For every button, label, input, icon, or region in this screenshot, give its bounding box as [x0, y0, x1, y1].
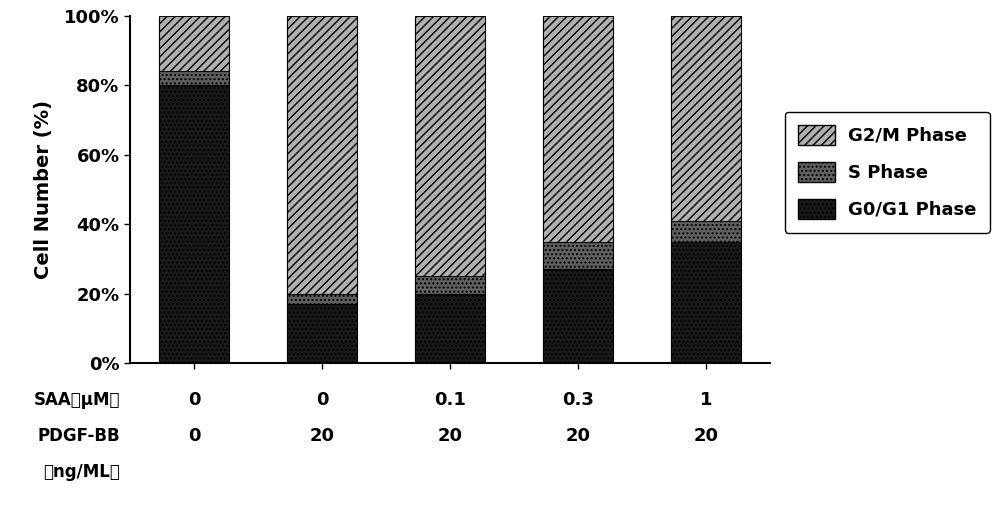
Text: 20: 20	[566, 427, 590, 445]
Legend: G2/M Phase, S Phase, G0/G1 Phase: G2/M Phase, S Phase, G0/G1 Phase	[785, 112, 990, 233]
Bar	[287, 294, 357, 304]
Bar	[159, 71, 229, 85]
Text: 20: 20	[694, 427, 719, 445]
Bar	[543, 16, 613, 242]
Bar	[287, 16, 357, 294]
Y-axis label: Cell Number (%): Cell Number (%)	[34, 100, 53, 279]
Bar	[159, 85, 229, 363]
Text: SAA（μM）: SAA（μM）	[34, 391, 120, 408]
Text: 0: 0	[188, 427, 200, 445]
Text: （ng/ML）: （ng/ML）	[43, 463, 120, 481]
Bar	[671, 242, 741, 363]
Text: 1: 1	[700, 391, 712, 408]
Bar	[543, 269, 613, 363]
Bar	[159, 16, 229, 71]
Bar	[415, 16, 485, 276]
Bar	[671, 16, 741, 221]
Text: 0: 0	[188, 391, 200, 408]
Text: 20: 20	[310, 427, 334, 445]
Text: 20: 20	[438, 427, 462, 445]
Text: 0: 0	[316, 391, 328, 408]
Bar	[671, 221, 741, 242]
Text: PDGF-BB: PDGF-BB	[37, 427, 120, 445]
Bar	[415, 294, 485, 363]
Bar	[415, 276, 485, 294]
Text: 0.3: 0.3	[562, 391, 594, 408]
Bar	[287, 304, 357, 363]
Bar	[543, 242, 613, 269]
Text: 0.1: 0.1	[434, 391, 466, 408]
